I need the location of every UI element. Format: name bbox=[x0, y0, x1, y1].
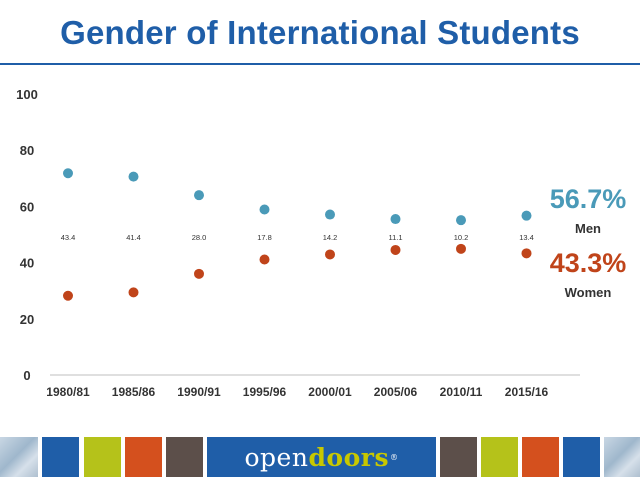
x-tick-label: 1990/91 bbox=[177, 385, 221, 399]
y-tick-label: 0 bbox=[23, 368, 30, 383]
color-tile bbox=[440, 437, 477, 477]
y-tick-label: 20 bbox=[20, 312, 34, 327]
gap-data-label: 43.4 bbox=[61, 233, 76, 242]
world-map-tile bbox=[604, 437, 640, 477]
men-data-point bbox=[325, 209, 335, 220]
x-tick-label: 1995/96 bbox=[243, 385, 287, 399]
women-data-point bbox=[390, 244, 401, 255]
gap-data-label: 13.4 bbox=[519, 233, 534, 242]
logo-text-doors: doors bbox=[308, 442, 390, 472]
women-data-point bbox=[325, 249, 335, 260]
men-percentage: 56.7% bbox=[549, 184, 627, 214]
x-tick-label: 2015/16 bbox=[505, 385, 549, 399]
x-tick-label: 1985/86 bbox=[112, 385, 156, 399]
gap-data-label: 28.0 bbox=[192, 233, 207, 242]
gap-data-label: 17.8 bbox=[257, 233, 272, 242]
y-tick-label: 100 bbox=[16, 87, 38, 102]
chart: 0 20 40 60 80 100 1980/81 1985/86 1990/91 1995/96… bbox=[16, 87, 580, 399]
color-tile bbox=[563, 437, 600, 477]
y-tick-label: 80 bbox=[20, 143, 34, 158]
color-tile bbox=[522, 437, 559, 477]
x-tick-label: 2000/01 bbox=[308, 385, 352, 399]
y-tick-label: 40 bbox=[20, 256, 34, 271]
men-data-point bbox=[259, 204, 270, 215]
women-data-point bbox=[456, 243, 466, 254]
men-data-point bbox=[521, 210, 532, 221]
women-data-point bbox=[521, 248, 532, 259]
women-percentage: 43.3% bbox=[549, 248, 627, 278]
gap-data-label: 10.2 bbox=[454, 233, 469, 242]
men-data-point bbox=[456, 215, 466, 226]
x-tick-label: 1980/81 bbox=[46, 385, 90, 399]
gap-data-label: 41.4 bbox=[126, 233, 141, 242]
women-data-point bbox=[194, 268, 204, 279]
gap-data-label: 11.1 bbox=[388, 233, 402, 242]
men-label: Men bbox=[575, 221, 601, 236]
men-data-point bbox=[128, 171, 139, 182]
color-tile bbox=[166, 437, 203, 477]
y-tick-label: 60 bbox=[20, 199, 34, 214]
color-tile bbox=[84, 437, 121, 477]
women-label: Women bbox=[564, 285, 612, 300]
men-data-point bbox=[63, 168, 73, 179]
men-data-point bbox=[194, 190, 204, 201]
men-data-point bbox=[390, 214, 401, 225]
color-tile bbox=[481, 437, 518, 477]
x-tick-label: 2005/06 bbox=[374, 385, 418, 399]
slide-title: Gender of International Students bbox=[60, 14, 580, 51]
women-data-point bbox=[63, 290, 73, 301]
footer-banner: open doors ® bbox=[0, 437, 640, 477]
logo-text-open: open bbox=[244, 442, 309, 472]
women-data-point bbox=[128, 287, 139, 298]
opendoors-logo: open doors ® bbox=[207, 437, 436, 477]
color-tile bbox=[42, 437, 79, 477]
world-map-tile bbox=[0, 437, 38, 477]
x-tick-label: 2010/11 bbox=[440, 385, 483, 399]
color-tile bbox=[125, 437, 162, 477]
logo-registered-mark: ® bbox=[390, 452, 399, 462]
gap-data-label: 14.2 bbox=[323, 233, 338, 242]
women-data-point bbox=[259, 254, 270, 265]
title-divider bbox=[0, 63, 640, 65]
